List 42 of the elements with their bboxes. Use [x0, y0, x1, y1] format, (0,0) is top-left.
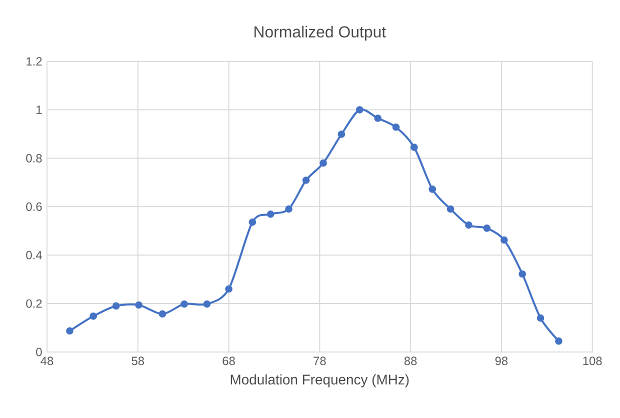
point — [465, 221, 472, 229]
point — [180, 300, 188, 308]
point — [66, 327, 74, 335]
x-axis-title: Modulation Frequency (MHz) — [230, 374, 409, 388]
point — [483, 224, 491, 232]
point — [338, 130, 346, 138]
x-tick-label: 68 — [222, 356, 235, 366]
x-tick-label: 58 — [132, 356, 144, 366]
point — [410, 144, 418, 151]
point — [90, 312, 98, 320]
point — [158, 310, 166, 318]
y-tick-label: 1 — [36, 106, 42, 114]
point — [112, 302, 120, 310]
y-tick-label: 0.4 — [26, 250, 42, 260]
x-tick-label: 78 — [314, 356, 326, 366]
y-tick-label: 1.2 — [26, 57, 42, 66]
point — [225, 285, 232, 293]
x-tick-label: 88 — [404, 356, 417, 366]
point — [356, 106, 364, 114]
x-tick-label: 98 — [495, 356, 508, 366]
x-tick-label: 48 — [40, 356, 54, 366]
point — [203, 300, 211, 308]
point — [374, 114, 382, 122]
point — [302, 176, 310, 184]
point — [500, 236, 508, 244]
point — [518, 270, 526, 278]
point — [135, 301, 142, 309]
point — [536, 314, 544, 322]
point — [266, 210, 274, 218]
point — [446, 205, 454, 213]
y-tick-label: 0.8 — [26, 154, 42, 162]
point — [285, 205, 292, 213]
point — [392, 124, 400, 131]
point — [248, 218, 256, 226]
y-tick-label: 0 — [36, 348, 42, 356]
y-tick-label: 0.6 — [26, 202, 42, 211]
point — [428, 186, 436, 193]
point — [555, 337, 562, 345]
point — [320, 159, 327, 167]
chart-title: Normalized Output — [254, 26, 386, 41]
y-tick-label: 0.2 — [26, 299, 42, 308]
x-tick-label: 108 — [583, 356, 602, 366]
